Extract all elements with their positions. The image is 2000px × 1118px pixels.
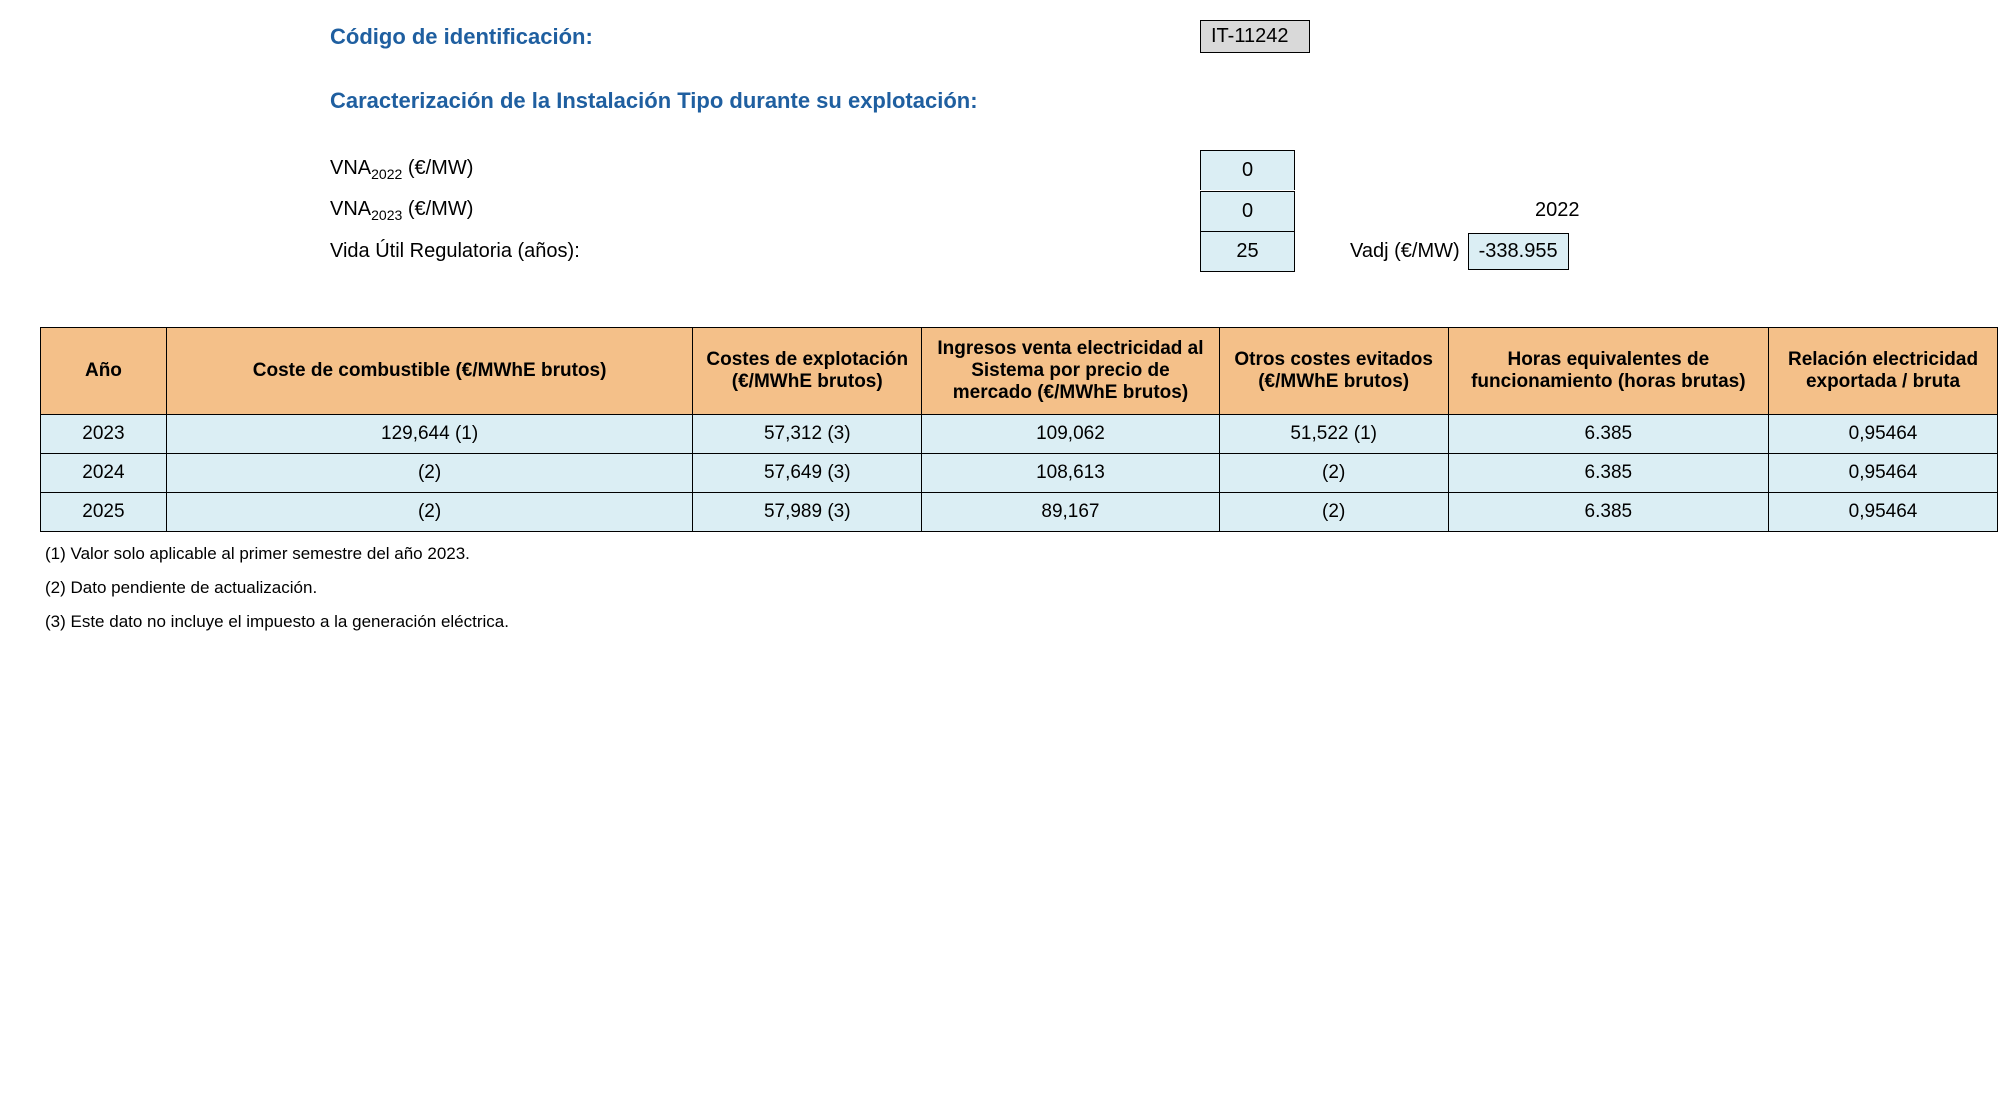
cell-horas: 6.385 <box>1448 493 1768 532</box>
cell-ingresos: 109,062 <box>922 415 1220 454</box>
header-explotacion: Costes de explotación (€/MWhE brutos) <box>693 328 922 415</box>
vna-2022-sub: 2022 <box>371 166 402 182</box>
cell-ano: 2025 <box>41 493 167 532</box>
vna-2022-row: VNA2022 (€/MW) 0 <box>330 149 1980 190</box>
header-section: Código de identificación: IT-11242 <box>330 20 1980 53</box>
cell-ano: 2024 <box>41 454 167 493</box>
vna-2023-value: 0 <box>1200 191 1295 231</box>
vna-2023-label: VNA2023 (€/MW) <box>330 190 1200 231</box>
table-head: Año Coste de combustible (€/MWhE brutos)… <box>41 328 1998 415</box>
header-ano: Año <box>41 328 167 415</box>
id-label: Código de identificación: <box>330 24 1200 50</box>
footnote-2: (2) Dato pendiente de actualización. <box>45 578 1980 598</box>
vida-label: Vida Útil Regulatoria (años): <box>330 232 1200 271</box>
vna-2022-label: VNA2022 (€/MW) <box>330 149 1200 190</box>
vna-2023-row: VNA2023 (€/MW) 0 2022 <box>330 190 1980 231</box>
vida-row: Vida Útil Regulatoria (años): 25 Vadj (€… <box>330 231 1980 272</box>
vadj-label: Vadj (€/MW) <box>1350 240 1460 263</box>
cell-explotacion: 57,312 (3) <box>693 415 922 454</box>
vna-2022-pre: VNA <box>330 157 371 179</box>
vna-2022-post: (€/MW) <box>402 157 473 179</box>
cell-ingresos: 108,613 <box>922 454 1220 493</box>
cell-explotacion: 57,989 (3) <box>693 493 922 532</box>
table-row: 2023 129,644 (1) 57,312 (3) 109,062 51,5… <box>41 415 1998 454</box>
vna-2023-pre: VNA <box>330 198 371 220</box>
header-relacion: Relación electricidad exportada / bruta <box>1769 328 1998 415</box>
vida-value: 25 <box>1200 231 1295 272</box>
header-otros: Otros costes evitados (€/MWhE brutos) <box>1219 328 1448 415</box>
cell-explotacion: 57,649 (3) <box>693 454 922 493</box>
cell-combustible: (2) <box>166 493 692 532</box>
header-combustible: Coste de combustible (€/MWhE brutos) <box>166 328 692 415</box>
footnote-1: (1) Valor solo aplicable al primer semes… <box>45 544 1980 564</box>
vna-2023-sub: 2023 <box>371 207 402 223</box>
cell-otros: (2) <box>1219 454 1448 493</box>
id-value-box: IT-11242 <box>1200 20 1310 53</box>
data-table: Año Coste de combustible (€/MWhE brutos)… <box>40 327 1998 532</box>
cell-relacion: 0,95464 <box>1769 454 1998 493</box>
table-header-row: Año Coste de combustible (€/MWhE brutos)… <box>41 328 1998 415</box>
table-row: 2025 (2) 57,989 (3) 89,167 (2) 6.385 0,9… <box>41 493 1998 532</box>
cell-horas: 6.385 <box>1448 454 1768 493</box>
vna-2022-value: 0 <box>1200 150 1295 190</box>
characterization-section: Caracterización de la Instalación Tipo d… <box>330 88 1980 272</box>
characterization-title: Caracterización de la Instalación Tipo d… <box>330 88 1980 114</box>
vadj-value: -338.955 <box>1468 233 1569 270</box>
table-body: 2023 129,644 (1) 57,312 (3) 109,062 51,5… <box>41 415 1998 532</box>
footnotes-section: (1) Valor solo aplicable al primer semes… <box>45 544 1980 632</box>
cell-ingresos: 89,167 <box>922 493 1220 532</box>
cell-relacion: 0,95464 <box>1769 415 1998 454</box>
header-horas: Horas equivalentes de funcionamiento (ho… <box>1448 328 1768 415</box>
cell-combustible: 129,644 (1) <box>166 415 692 454</box>
cell-horas: 6.385 <box>1448 415 1768 454</box>
cell-ano: 2023 <box>41 415 167 454</box>
table-row: 2024 (2) 57,649 (3) 108,613 (2) 6.385 0,… <box>41 454 1998 493</box>
year-reference: 2022 <box>1535 199 1580 222</box>
cell-otros: (2) <box>1219 493 1448 532</box>
id-row: Código de identificación: IT-11242 <box>330 20 1980 53</box>
cell-otros: 51,522 (1) <box>1219 415 1448 454</box>
cell-relacion: 0,95464 <box>1769 493 1998 532</box>
header-ingresos: Ingresos venta electricidad al Sistema p… <box>922 328 1220 415</box>
cell-combustible: (2) <box>166 454 692 493</box>
footnote-3: (3) Este dato no incluye el impuesto a l… <box>45 612 1980 632</box>
vna-2023-post: (€/MW) <box>402 198 473 220</box>
